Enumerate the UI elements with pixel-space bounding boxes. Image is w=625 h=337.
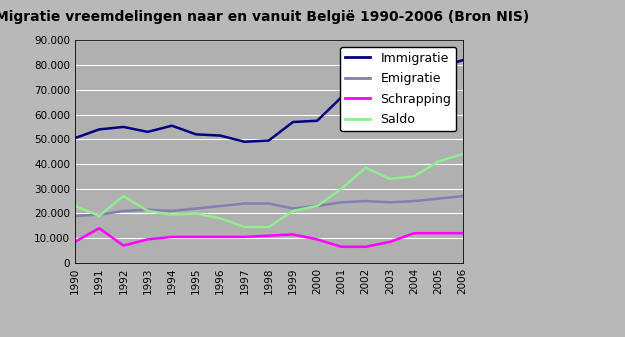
Saldo xyxy=(314,204,321,208)
Immigratie xyxy=(144,130,151,134)
Emigratie xyxy=(217,204,224,208)
Emigratie xyxy=(459,194,466,198)
Emigratie xyxy=(71,214,79,218)
Emigratie xyxy=(265,202,272,206)
Schrapping xyxy=(96,226,103,230)
Schrapping xyxy=(241,235,248,239)
Legend: Immigratie, Emigratie, Schrapping, Saldo: Immigratie, Emigratie, Schrapping, Saldo xyxy=(341,47,456,131)
Emigratie xyxy=(410,199,418,203)
Saldo xyxy=(168,213,176,217)
Emigratie xyxy=(192,207,200,211)
Line: Immigratie: Immigratie xyxy=(75,60,462,142)
Saldo xyxy=(144,209,151,213)
Schrapping xyxy=(386,240,394,244)
Emigratie xyxy=(96,213,103,217)
Line: Schrapping: Schrapping xyxy=(75,228,462,247)
Immigratie xyxy=(217,133,224,137)
Immigratie xyxy=(459,58,466,62)
Schrapping xyxy=(71,240,79,244)
Saldo xyxy=(289,209,297,213)
Saldo xyxy=(217,216,224,220)
Emigratie xyxy=(144,208,151,212)
Emigratie xyxy=(241,202,248,206)
Immigratie xyxy=(241,140,248,144)
Line: Saldo: Saldo xyxy=(75,154,462,227)
Saldo xyxy=(265,225,272,229)
Saldo xyxy=(410,174,418,178)
Saldo xyxy=(386,177,394,181)
Immigratie xyxy=(120,125,127,129)
Emigratie xyxy=(338,200,345,204)
Line: Emigratie: Emigratie xyxy=(75,196,462,216)
Emigratie xyxy=(314,204,321,208)
Schrapping xyxy=(410,231,418,235)
Emigratie xyxy=(434,196,442,201)
Schrapping xyxy=(314,237,321,241)
Saldo xyxy=(338,187,345,191)
Immigratie xyxy=(410,87,418,91)
Immigratie xyxy=(386,90,394,94)
Immigratie xyxy=(265,139,272,143)
Saldo xyxy=(241,225,248,229)
Schrapping xyxy=(120,244,127,248)
Immigratie xyxy=(338,95,345,99)
Immigratie xyxy=(168,124,176,128)
Saldo xyxy=(459,152,466,156)
Schrapping xyxy=(168,235,176,239)
Saldo xyxy=(71,204,79,208)
Immigratie xyxy=(96,127,103,131)
Emigratie xyxy=(386,200,394,204)
Immigratie xyxy=(362,88,369,92)
Saldo xyxy=(192,211,200,215)
Immigratie xyxy=(192,132,200,136)
Text: Migratie vreemdelingen naar en vanuit België 1990-2006 (Bron NIS): Migratie vreemdelingen naar en vanuit Be… xyxy=(0,10,529,24)
Saldo xyxy=(434,159,442,163)
Immigratie xyxy=(289,120,297,124)
Schrapping xyxy=(265,234,272,238)
Schrapping xyxy=(289,233,297,237)
Saldo xyxy=(120,194,127,198)
Immigratie xyxy=(434,66,442,70)
Saldo xyxy=(96,214,103,218)
Schrapping xyxy=(434,231,442,235)
Schrapping xyxy=(338,245,345,249)
Emigratie xyxy=(168,209,176,213)
Saldo xyxy=(362,166,369,170)
Schrapping xyxy=(144,237,151,241)
Emigratie xyxy=(120,209,127,213)
Schrapping xyxy=(459,231,466,235)
Schrapping xyxy=(362,245,369,249)
Schrapping xyxy=(192,235,200,239)
Immigratie xyxy=(314,119,321,123)
Emigratie xyxy=(289,207,297,211)
Emigratie xyxy=(362,199,369,203)
Schrapping xyxy=(217,235,224,239)
Immigratie xyxy=(71,136,79,140)
